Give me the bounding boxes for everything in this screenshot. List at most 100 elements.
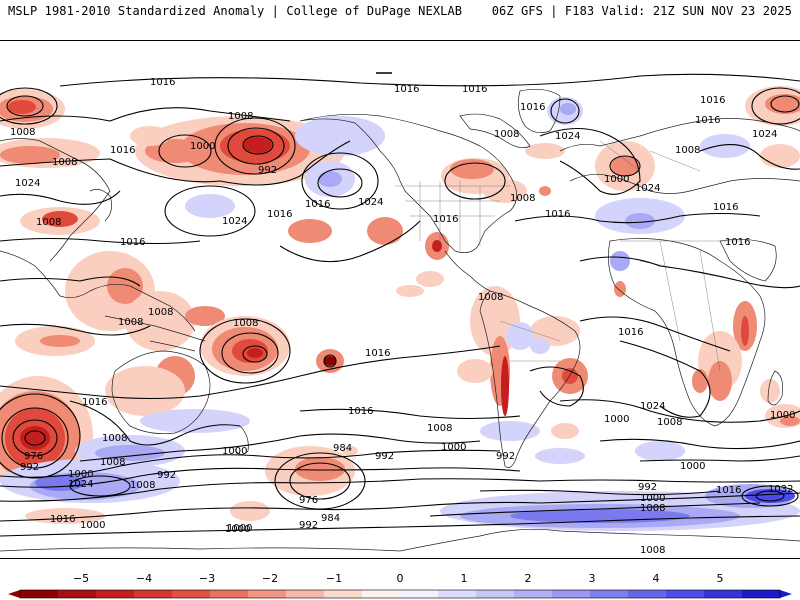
isobar-label: 992 <box>496 451 515 462</box>
colorbar-segment <box>96 590 135 598</box>
colorbar-tick-label: 1 <box>461 572 468 585</box>
isobar-label: 1024 <box>555 131 580 142</box>
isobar-label: 992 <box>157 470 176 481</box>
isobar-label: 1016 <box>120 237 145 248</box>
isobar-labels: 1016 1016 1016 1016 1008 1008 1000 992 1… <box>10 77 795 556</box>
isobar-label: 992 <box>375 451 394 462</box>
isobar-label: 1008 <box>118 317 143 328</box>
colorbar-segment <box>286 590 325 598</box>
isobar-label: 1016 <box>348 406 373 417</box>
isobar-label: 1016 <box>305 199 330 210</box>
map-panel: 1016 1016 1016 1016 1008 1008 1000 992 1… <box>0 40 800 559</box>
isobar-label: 1016 <box>716 485 741 496</box>
isobar-label: 992 <box>258 165 277 176</box>
colorbar-segment <box>590 590 629 598</box>
colorbar-tick-label: −3 <box>199 572 215 585</box>
isobar-label: 1016 <box>618 327 643 338</box>
colorbar-tick-label: 2 <box>525 572 532 585</box>
isobar-label: 1016 <box>695 115 720 126</box>
isobar-label: 1000 <box>225 524 250 535</box>
isobar-label: 1032 <box>768 484 793 495</box>
negative-anomaly-shading <box>0 86 800 524</box>
colorbar-segment <box>172 590 211 598</box>
isobar-label: 1024 <box>752 129 777 140</box>
colorbar-left-arrow <box>8 590 20 598</box>
isobar-label: 984 <box>321 513 340 524</box>
isobar-label: 1008 <box>478 292 503 303</box>
colorbar-segment <box>210 590 249 598</box>
colorbar-segment <box>438 590 477 598</box>
isobar-label: 984 <box>333 443 352 454</box>
isobar-label: 1008 <box>52 157 77 168</box>
model-run-info: 06Z GFS | F183 Valid: 21Z SUN NOV 23 202… <box>491 4 792 18</box>
colorbar-tick-label: 5 <box>717 572 724 585</box>
colorbar-segment <box>134 590 173 598</box>
isobar-label: 992 <box>20 462 39 473</box>
colorbar-tick-label: −5 <box>73 572 89 585</box>
isobar-label: 1008 <box>510 193 535 204</box>
colorbar-right-arrow <box>780 590 792 598</box>
anomaly-map: 1016 1016 1016 1016 1008 1008 1000 992 1… <box>0 72 800 556</box>
colorbar-segment <box>628 590 667 598</box>
colorbar-tick-label: −4 <box>136 572 152 585</box>
isobar-label: 1008 <box>100 457 125 468</box>
isobar-label: 1016 <box>713 202 738 213</box>
isobar-label: 1008 <box>102 433 127 444</box>
colorbar-tick-label: −2 <box>262 572 278 585</box>
isobar-label: 1008 <box>228 111 253 122</box>
isobar-label: 1016 <box>110 145 135 156</box>
isobar-label: 992 <box>638 482 657 493</box>
colorbar-tick-label: 4 <box>653 572 660 585</box>
isobar-label: 1000 <box>222 446 247 457</box>
isobar-label: 1008 <box>640 503 665 514</box>
colorbar-tick-label: 3 <box>589 572 596 585</box>
colorbar-segment <box>704 590 743 598</box>
colorbar-outline <box>19 589 781 599</box>
isobar-label: 992 <box>299 520 318 531</box>
isobar-label: 1000 <box>680 461 705 472</box>
coastlines <box>0 89 800 552</box>
isobar-label: 1000 <box>227 523 252 534</box>
isobar-label: 1016 <box>150 77 175 88</box>
isobar-label: 1024 <box>635 183 660 194</box>
isobar-label: 1000 <box>80 520 105 531</box>
colorbar-segment <box>476 590 515 598</box>
isobar-label: 1024 <box>640 401 665 412</box>
colorbar-tick-labels: −5 −4 −3 −2 −1 0 1 2 3 4 5 <box>73 572 724 585</box>
isobar-label: 1000 <box>190 141 215 152</box>
isobar-label: 1016 <box>462 84 487 95</box>
isobar-label: 976 <box>24 451 43 462</box>
isobar-label: 1000 <box>441 442 466 453</box>
isobar-label: 1016 <box>725 237 750 248</box>
isobar-label: 1000 <box>770 410 795 421</box>
isobar-label: 1008 <box>640 545 665 556</box>
colorbar-segment <box>20 590 59 598</box>
isobar-label: 1024 <box>358 197 383 208</box>
isobar-label: 1008 <box>10 127 35 138</box>
isobar-label: 1000 <box>640 493 665 504</box>
colorbar: −5 −4 −3 −2 −1 0 1 2 3 4 5 <box>0 570 800 600</box>
colorbar-segment <box>552 590 591 598</box>
isobar-label: 1008 <box>233 318 258 329</box>
isobar-label: 1008 <box>494 129 519 140</box>
colorbar-segment <box>362 590 401 598</box>
colorbar-segment <box>248 590 287 598</box>
colorbar-segment <box>400 590 439 598</box>
colorbar-svg: −5 −4 −3 −2 −1 0 1 2 3 4 5 <box>8 572 792 599</box>
isobar-label: 1016 <box>50 514 75 525</box>
isobar-label: 1024 <box>15 178 40 189</box>
isobar-label: 1008 <box>36 217 61 228</box>
colorbar-tick-label: 0 <box>397 572 404 585</box>
isobar-contours <box>0 73 800 537</box>
isobar-label: 976 <box>299 495 318 506</box>
isobar-label: 1000 <box>604 414 629 425</box>
isobar-label: 1016 <box>365 348 390 359</box>
isobar-label: 1016 <box>520 102 545 113</box>
isobar-label: 1016 <box>545 209 570 220</box>
isobar-label: 1016 <box>82 397 107 408</box>
colorbar-segment <box>324 590 363 598</box>
isobar-label: 1016 <box>267 209 292 220</box>
map-title: MSLP 1981-2010 Standardized Anomaly | Co… <box>8 4 463 18</box>
colorbar-tick-label: −1 <box>326 572 342 585</box>
isobar-label: 1008 <box>130 480 155 491</box>
